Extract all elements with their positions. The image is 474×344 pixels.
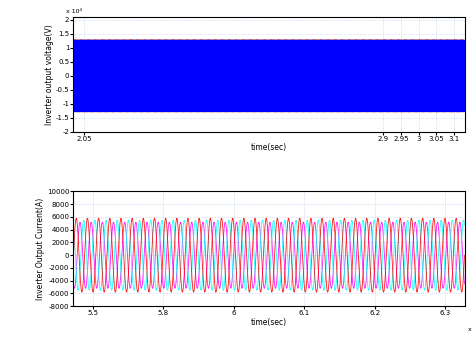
Y-axis label: Inverter output voltage(V): Inverter output voltage(V) xyxy=(46,24,55,125)
Text: x 10⁻⁴: x 10⁻⁴ xyxy=(468,327,474,332)
X-axis label: time(sec): time(sec) xyxy=(251,143,287,152)
Y-axis label: Inverter Output Current(A): Inverter Output Current(A) xyxy=(36,198,46,300)
Text: x 10⁴: x 10⁴ xyxy=(65,9,82,14)
X-axis label: time(sec): time(sec) xyxy=(251,318,287,327)
